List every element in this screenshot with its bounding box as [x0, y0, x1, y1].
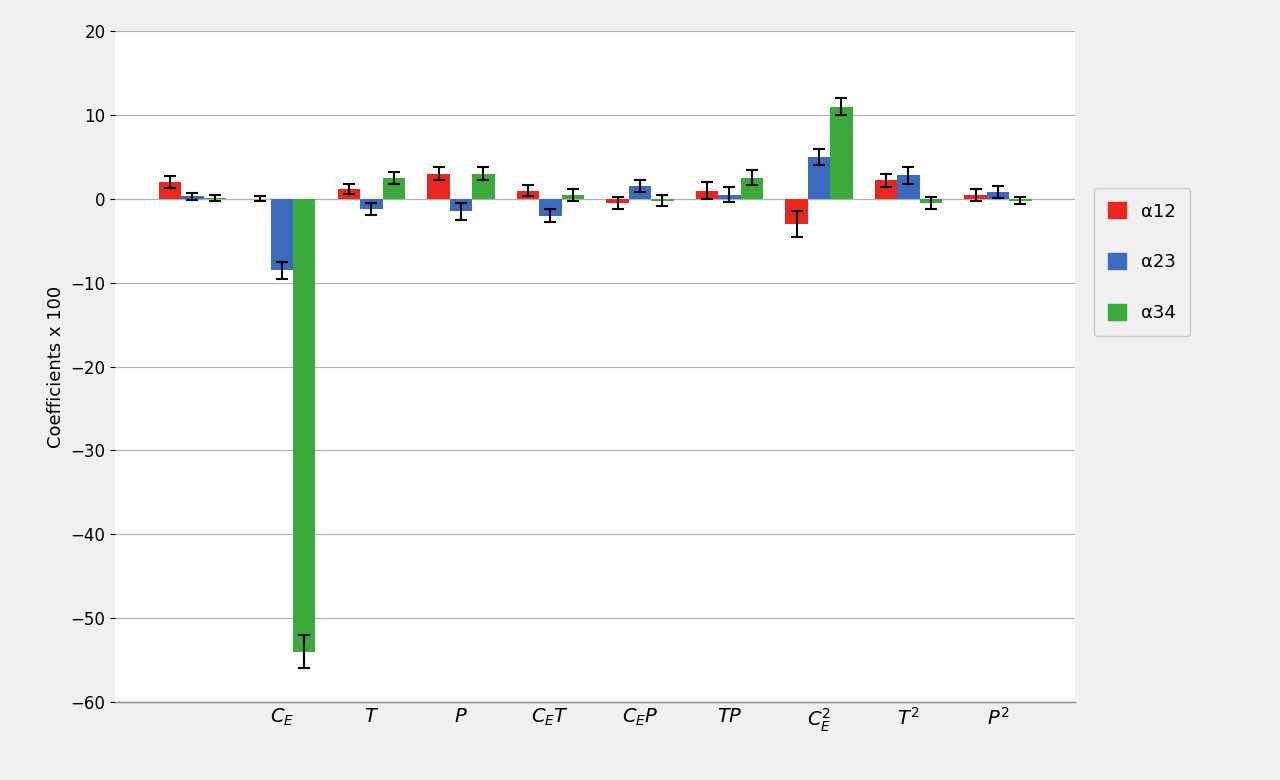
Bar [159, 183, 182, 199]
Bar [428, 174, 449, 199]
Bar [271, 199, 293, 270]
Bar [472, 174, 494, 199]
Bar [652, 199, 673, 200]
Bar [987, 192, 1009, 199]
Bar [607, 199, 628, 203]
Bar [808, 157, 831, 199]
Bar [338, 189, 360, 199]
Bar [1009, 199, 1032, 200]
Bar [360, 199, 383, 209]
Bar [741, 178, 763, 199]
Bar [182, 197, 204, 199]
Bar [919, 199, 942, 203]
Bar [293, 199, 315, 652]
Bar [539, 199, 562, 216]
Bar [204, 198, 227, 199]
Bar [718, 195, 741, 199]
Bar [562, 195, 584, 199]
Bar [628, 186, 652, 199]
Bar [786, 199, 808, 224]
Y-axis label: Coefficients x 100: Coefficients x 100 [47, 285, 65, 448]
Bar [517, 190, 539, 199]
Bar [449, 199, 472, 211]
Bar [897, 176, 919, 199]
Bar [876, 180, 897, 199]
Legend: α12, α23, α34: α12, α23, α34 [1094, 188, 1190, 336]
Bar [383, 178, 404, 199]
Bar [696, 190, 718, 199]
Bar [964, 195, 987, 199]
Bar [831, 107, 852, 199]
